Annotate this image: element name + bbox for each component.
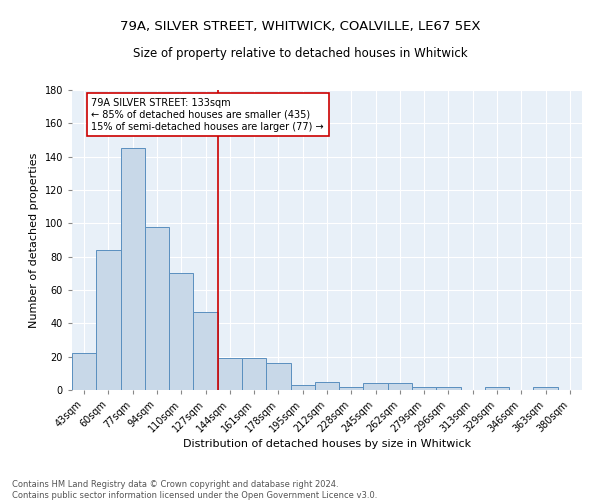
Bar bbox=[290, 385, 315, 390]
Bar bbox=[315, 382, 339, 390]
Bar bbox=[388, 384, 412, 390]
Bar bbox=[218, 358, 242, 390]
Text: Size of property relative to detached houses in Whitwick: Size of property relative to detached ho… bbox=[133, 48, 467, 60]
Bar bbox=[145, 226, 169, 390]
Bar bbox=[242, 358, 266, 390]
Bar bbox=[533, 386, 558, 390]
Bar bbox=[436, 386, 461, 390]
Bar bbox=[412, 386, 436, 390]
Text: 79A, SILVER STREET, WHITWICK, COALVILLE, LE67 5EX: 79A, SILVER STREET, WHITWICK, COALVILLE,… bbox=[120, 20, 480, 33]
Bar bbox=[266, 364, 290, 390]
Bar bbox=[72, 354, 96, 390]
X-axis label: Distribution of detached houses by size in Whitwick: Distribution of detached houses by size … bbox=[183, 440, 471, 450]
Bar bbox=[485, 386, 509, 390]
Bar bbox=[193, 312, 218, 390]
Text: Contains HM Land Registry data © Crown copyright and database right 2024.
Contai: Contains HM Land Registry data © Crown c… bbox=[12, 480, 377, 500]
Bar bbox=[169, 274, 193, 390]
Bar bbox=[96, 250, 121, 390]
Bar bbox=[339, 386, 364, 390]
Bar bbox=[121, 148, 145, 390]
Y-axis label: Number of detached properties: Number of detached properties bbox=[29, 152, 39, 328]
Bar bbox=[364, 384, 388, 390]
Text: 79A SILVER STREET: 133sqm
← 85% of detached houses are smaller (435)
15% of semi: 79A SILVER STREET: 133sqm ← 85% of detac… bbox=[91, 98, 324, 132]
